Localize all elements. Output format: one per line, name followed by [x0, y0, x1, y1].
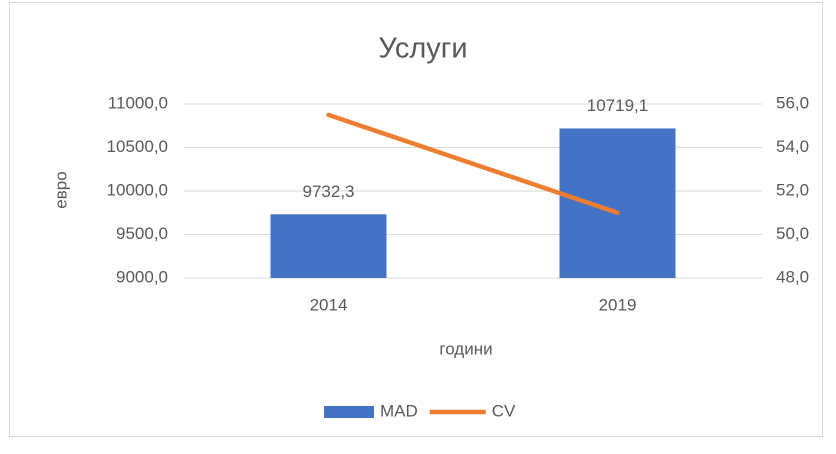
- y2-tick-label: 52,0: [776, 180, 809, 199]
- y2-tick-label: 48,0: [776, 267, 809, 286]
- x-tick-label: 2019: [599, 295, 637, 314]
- data-label: 10719,1: [587, 96, 648, 115]
- legend-swatch: [324, 406, 374, 418]
- y-tick-label: 10500,0: [107, 137, 168, 156]
- y-tick-label: 10000,0: [107, 180, 168, 199]
- bar: [559, 128, 676, 278]
- data-label: 9732,3: [303, 182, 355, 201]
- y-tick-label: 11000,0: [108, 93, 168, 112]
- x-tick-label: 2014: [310, 295, 348, 314]
- y-axis-label: евро: [51, 171, 70, 208]
- x-axis-label: години: [439, 339, 492, 358]
- y2-tick-label: 54,0: [776, 137, 809, 156]
- legend-label: CV: [492, 401, 516, 420]
- y2-tick-label: 56,0: [776, 93, 809, 112]
- y-tick-label: 9000,0: [116, 267, 168, 286]
- y2-tick-label: 50,0: [776, 224, 809, 243]
- legend-label: MAD: [380, 401, 418, 420]
- chart-border: [9, 2, 823, 437]
- line: [326, 112, 620, 215]
- bar: [270, 214, 387, 278]
- chart-title: Услуги: [378, 33, 467, 65]
- y-tick-label: 9500,0: [116, 224, 168, 243]
